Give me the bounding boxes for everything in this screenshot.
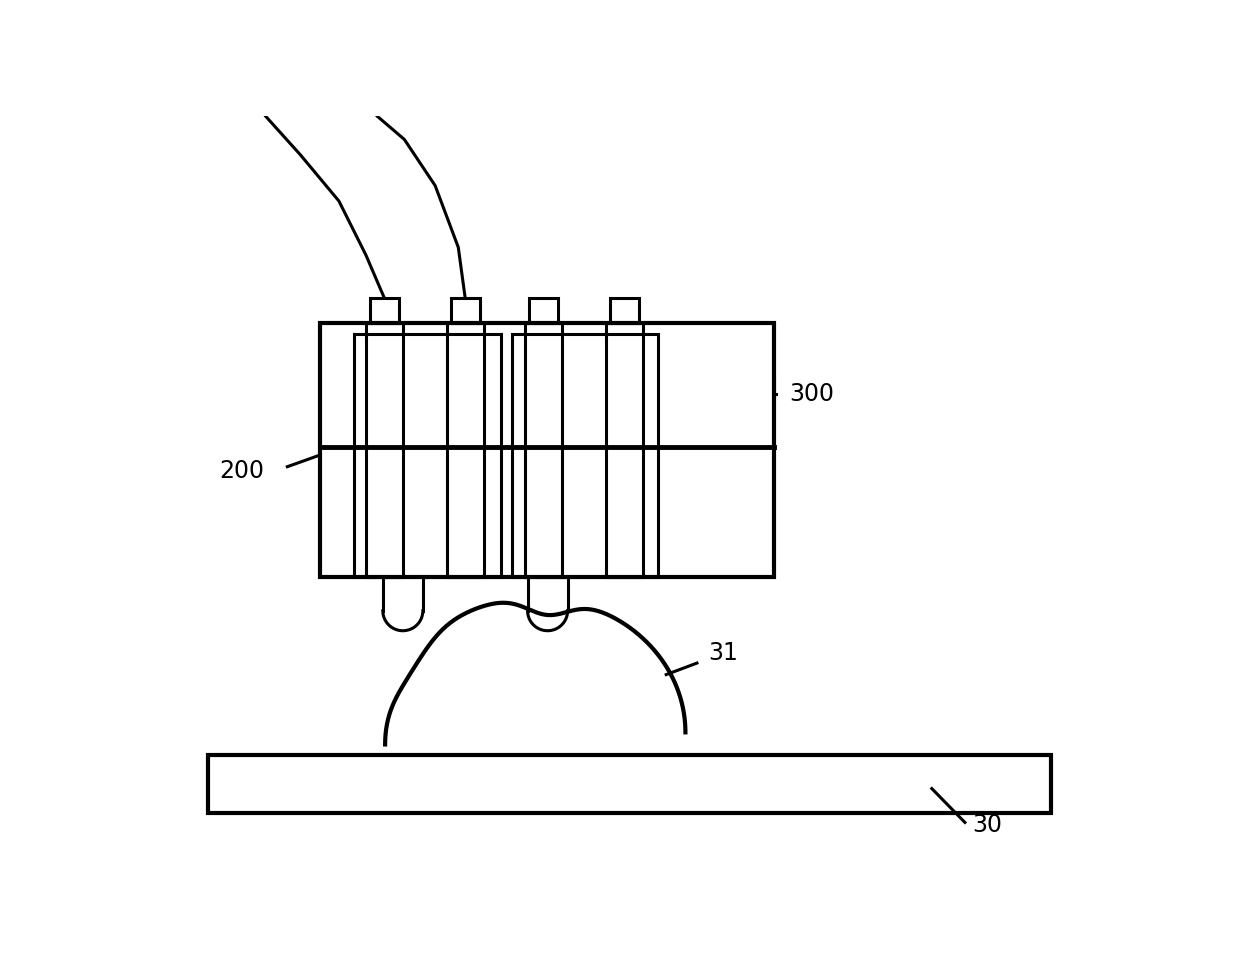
Bar [606,323,643,577]
Bar [529,299,559,323]
Text: 30: 30 [973,812,1002,836]
Bar [447,323,483,577]
Bar [525,323,563,577]
Bar [366,323,403,577]
Bar [451,299,479,323]
Text: 300: 300 [789,381,834,405]
Bar [320,323,774,577]
Bar [512,334,658,577]
Bar [369,299,399,323]
Text: 31: 31 [709,641,738,664]
Text: 200: 200 [219,458,265,483]
Bar [354,334,501,577]
Bar [208,755,1051,814]
Bar [610,299,639,323]
